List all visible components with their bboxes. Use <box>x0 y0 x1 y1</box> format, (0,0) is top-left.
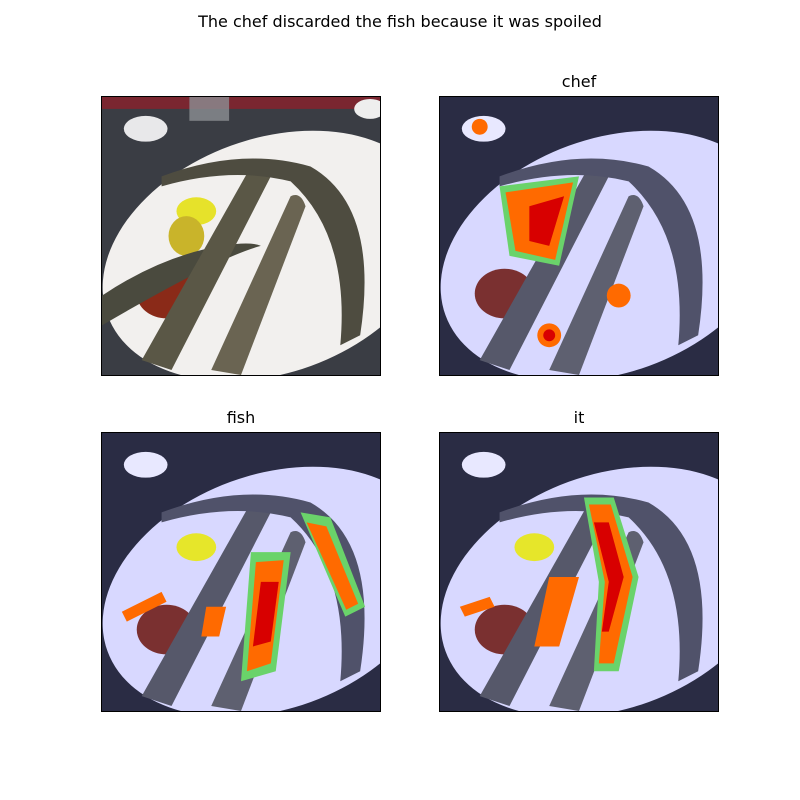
chef-heatmap <box>440 97 718 375</box>
figure-title: The chef discarded the fish because it w… <box>0 12 800 31</box>
it-heatmap <box>440 433 718 711</box>
it-heatmap-panel <box>439 432 719 712</box>
original-photo <box>102 97 380 375</box>
panel-title-fish: fish <box>101 408 381 427</box>
chef-heatmap-panel <box>439 96 719 376</box>
panel-title-it: it <box>439 408 719 427</box>
original-image-panel <box>101 96 381 376</box>
fish-heatmap-panel <box>101 432 381 712</box>
fish-heatmap <box>102 433 380 711</box>
panel-title-chef: chef <box>439 72 719 91</box>
